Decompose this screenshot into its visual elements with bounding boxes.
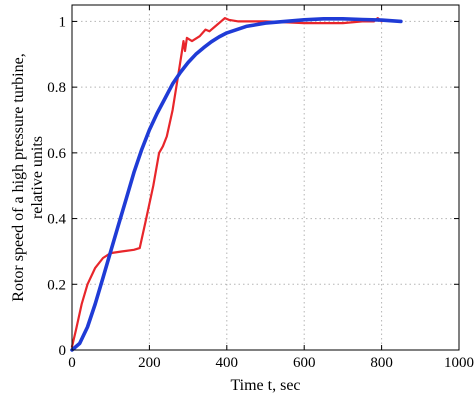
y-axis-title: Rotor speed of a high pressure turbine, r… (10, 53, 46, 301)
x-tick-label: 200 (138, 355, 161, 371)
x-tick-label: 0 (68, 355, 76, 371)
y-tick-label: 0.4 (47, 212, 66, 228)
x-axis-title: Time t, sec (230, 377, 300, 394)
axis-ticks (71, 5, 460, 351)
y-tick-label: 0 (59, 343, 67, 359)
y-tick-label: 0.6 (47, 146, 66, 162)
tick-labels: 0 200 400 600 800 1000 0 0.2 0.4 0.6 0.8 1 (47, 14, 474, 371)
x-tick-label: 800 (370, 355, 393, 371)
x-tick-label: 1000 (444, 355, 474, 371)
y-axis-title-line: Rotor speed of a high pressure turbine, (10, 53, 27, 301)
series-lines (70, 17, 403, 352)
plot-frame (71, 4, 460, 351)
y-axis-title-line: relative units (29, 136, 46, 219)
y-tick-label: 1 (59, 14, 67, 30)
x-tick-label: 400 (216, 355, 239, 371)
y-tick-label: 0.2 (47, 277, 66, 293)
x-tick-label: 600 (293, 355, 316, 371)
series-line-blue (70, 17, 403, 352)
y-tick-label: 0.8 (47, 80, 66, 96)
